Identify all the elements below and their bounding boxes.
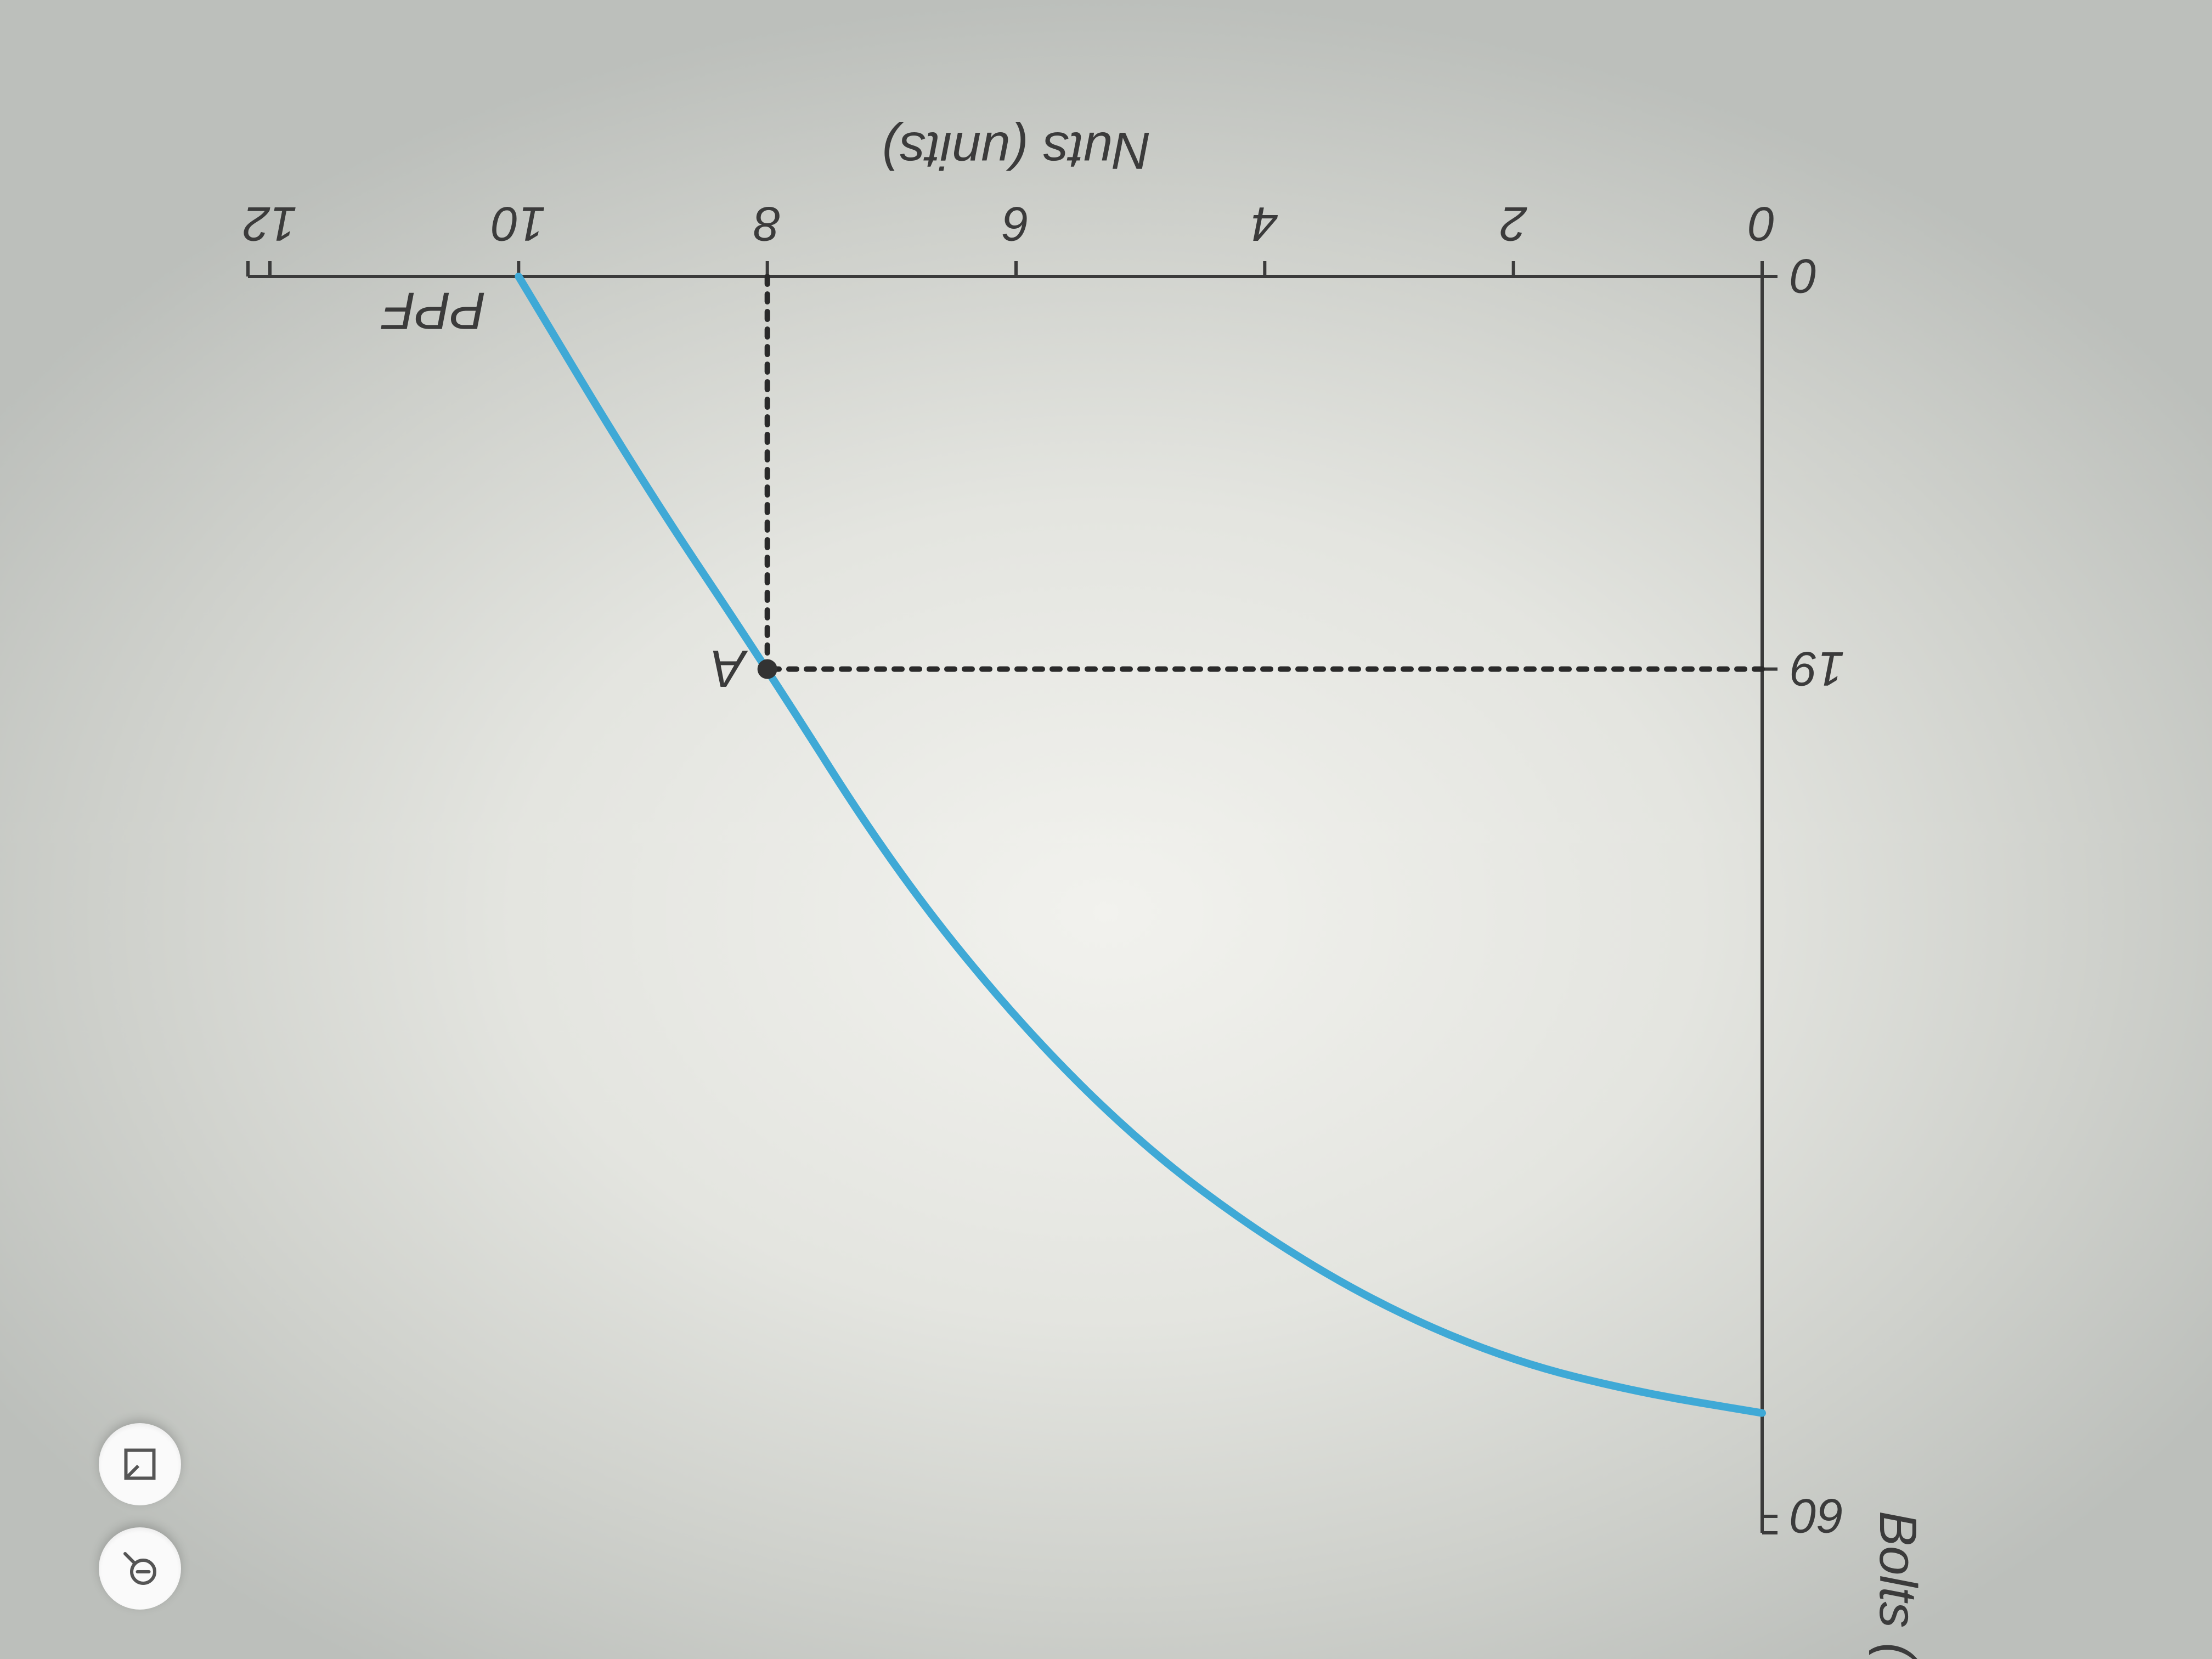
zoom-out-icon [120,1549,160,1588]
chart-toolbar [99,1423,181,1610]
point-a [758,659,777,679]
x-tick-label: 6 [1002,197,1029,251]
zoom-out-button[interactable] [99,1527,181,1610]
y-tick-label: 0 [1791,249,1818,303]
chart-svg: 0 2 4 6 8 10 12 0 19 60 Nuts (units) PPF A [171,101,2036,1582]
ppf-chart: 02468101201960Nuts (units)PPFA Bolts (un… [171,101,2036,1582]
x-tick-label: 0 [1748,197,1775,251]
y-axis-title: Bolts (units) [1867,1511,1928,1659]
ppf-curve [518,276,1762,1413]
screen-photo: 0 2 4 6 8 10 12 0 19 60 Nuts (units) PPF A Bolts (un… [0,0,2212,1659]
x-tick-label: 12 [243,197,297,251]
x-tick-label: 10 [492,197,545,251]
expand-button[interactable] [99,1423,181,1505]
ppf-label: PPF [380,281,486,340]
point-a-label: A [710,639,748,698]
y-tick-label: 60 [1791,1489,1844,1543]
x-tick-label: 8 [754,197,781,251]
y-tick-label: 19 [1791,642,1844,696]
x-tick-label: 2 [1500,197,1527,251]
x-axis-title: Nuts (units) [882,121,1151,180]
x-tick-label: 4 [1251,197,1278,251]
expand-icon [120,1444,160,1484]
